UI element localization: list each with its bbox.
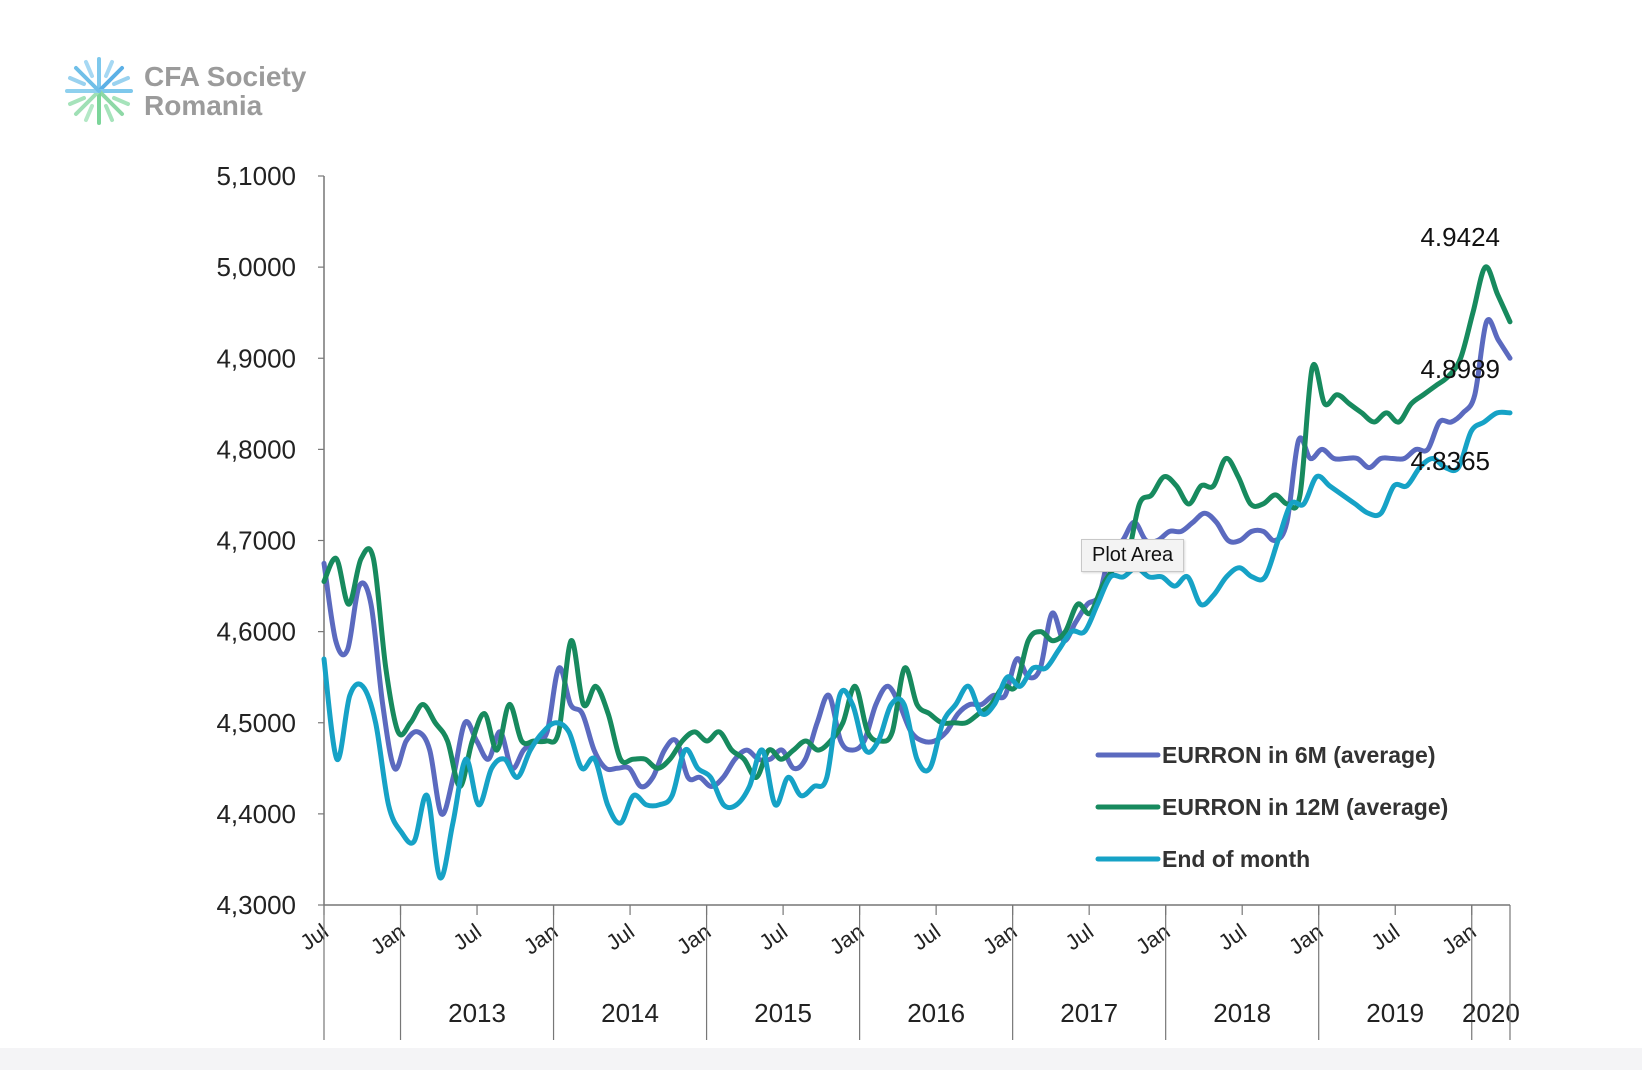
y-tick-label: 4,3000 <box>216 890 296 920</box>
x-tick-label: Jul <box>295 919 332 956</box>
x-tick-label: Jul <box>908 919 945 956</box>
cfa-logo-mark-icon <box>65 57 133 125</box>
cfa-logo: CFA Society Romania <box>64 56 334 126</box>
year-label: 2017 <box>1060 998 1118 1028</box>
y-tick-label: 4,4000 <box>216 799 296 829</box>
logo-line-2: Romania <box>144 90 263 121</box>
x-tick-label: Jul <box>1367 919 1404 956</box>
series-line-3 <box>321 409 1513 881</box>
x-tick-label: Jan <box>672 919 715 960</box>
x-tick-label: Jul <box>602 919 639 956</box>
y-tick-label: 4,8000 <box>216 434 296 464</box>
x-tick-label: Jan <box>519 919 562 960</box>
x-tick-label: Jan <box>825 919 868 960</box>
year-label: 2014 <box>601 998 659 1028</box>
x-tick-label: Jan <box>366 919 409 960</box>
annotations: 4.9424 4.8989 4.8365 <box>1410 222 1500 476</box>
series-lines <box>321 264 1513 881</box>
legend: EURRON in 6M (average) EURRON in 12M (ave… <box>1095 742 1448 872</box>
legend-label: EURRON in 6M (average) <box>1162 742 1436 768</box>
plot-area-tooltip: Plot Area <box>1081 539 1185 572</box>
x-tick-label: Jul <box>755 919 792 956</box>
x-tick-label: Jan <box>1131 919 1174 960</box>
x-tick-label: Jan <box>978 919 1021 960</box>
x-tick-label: Jan <box>1437 919 1480 960</box>
year-label: 2019 <box>1366 998 1424 1028</box>
x-tick-label: Jul <box>1214 919 1251 956</box>
x-tick-label: Jul <box>1061 919 1098 956</box>
year-label: 2016 <box>907 998 965 1028</box>
year-label: 2018 <box>1213 998 1271 1028</box>
legend-label: End of month <box>1162 846 1310 872</box>
axes: 4,3000 4,4000 4,5000 4,6000 4,7000 4,8000 4,90… <box>216 161 1520 1040</box>
series-line-2 <box>321 264 1513 789</box>
y-tick-label: 5,0000 <box>216 252 296 282</box>
x-tick-label: Jul <box>449 919 486 956</box>
bottom-strip <box>0 1048 1642 1070</box>
logo-line-1: CFA Society <box>144 61 307 92</box>
year-label: 2020 <box>1462 998 1520 1028</box>
year-label: 2015 <box>754 998 812 1028</box>
year-label: 2013 <box>448 998 506 1028</box>
data-label: 4.8989 <box>1420 354 1500 384</box>
data-label: 4.9424 <box>1420 222 1500 252</box>
y-tick-label: 4,6000 <box>216 617 296 647</box>
y-tick-label: 4,5000 <box>216 708 296 738</box>
y-tick-label: 5,1000 <box>216 161 296 191</box>
legend-label: EURRON in 12M (average) <box>1162 794 1448 820</box>
x-tick-label: Jan <box>1284 919 1327 960</box>
y-tick-label: 4,9000 <box>216 343 296 373</box>
data-label: 4.8365 <box>1410 446 1490 476</box>
y-tick-label: 4,7000 <box>216 526 296 556</box>
